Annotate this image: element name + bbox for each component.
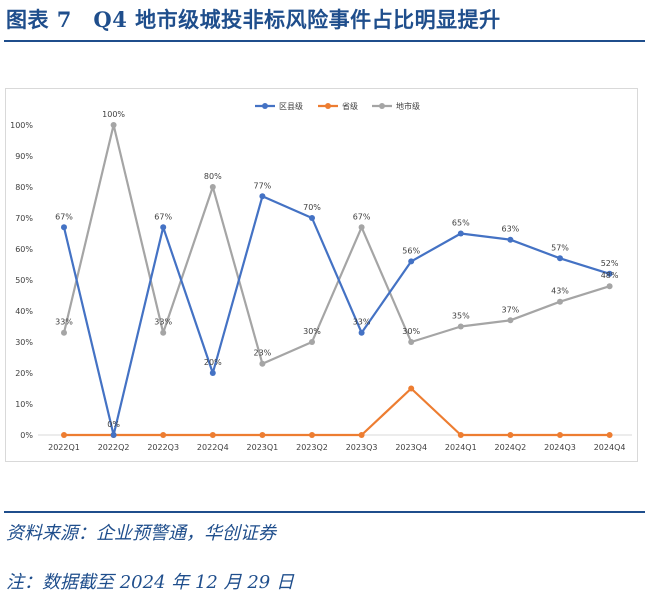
- data-point: [209, 184, 216, 190]
- data-point: [457, 323, 464, 330]
- figure-title: 图表 7 Q4 地市级城投非标风险事件占比明显提升: [6, 7, 501, 32]
- y-tick-label: 90%: [15, 152, 33, 161]
- y-tick-label: 10%: [15, 400, 33, 409]
- legend-marker: [325, 103, 331, 109]
- data-point: [358, 224, 365, 231]
- chart-area: 0% 10% 20% 30% 40% 50% 60% 70% 80% 90% 100% 2022Q1 2…: [5, 88, 638, 462]
- data-point: [507, 317, 514, 324]
- data-label: 30%: [303, 327, 321, 336]
- y-tick-label: 70%: [15, 214, 33, 223]
- x-tick-label: 2022Q3: [147, 443, 179, 452]
- data-point: [259, 193, 266, 200]
- data-label: 57%: [551, 243, 569, 252]
- series-line-0: [62, 195, 610, 437]
- data-label: 52%: [601, 259, 619, 268]
- y-tick-label: 80%: [15, 183, 33, 192]
- y-tick-label: 30%: [15, 338, 33, 347]
- data-point: [61, 432, 67, 438]
- data-label: 65%: [452, 219, 470, 228]
- legend-label: 省级: [342, 101, 358, 111]
- data-label: 20%: [204, 358, 222, 367]
- data-point: [309, 215, 315, 221]
- data-point: [457, 432, 464, 438]
- x-tick-label: 2024Q4: [594, 443, 626, 452]
- footer-rule: [4, 511, 645, 513]
- series-line-1: [64, 387, 610, 437]
- data-point: [259, 432, 266, 438]
- data-point: [61, 224, 67, 231]
- x-tick-label: 2024Q3: [544, 443, 576, 452]
- data-point: [408, 385, 415, 392]
- data-point: [160, 329, 167, 336]
- data-point: [160, 432, 167, 438]
- y-tick-label: 20%: [15, 369, 33, 378]
- data-label: 67%: [154, 212, 172, 221]
- data-point: [61, 329, 67, 336]
- data-point: [309, 432, 315, 438]
- data-label: 33%: [353, 318, 371, 327]
- legend-marker: [262, 103, 268, 109]
- data-label: 30%: [402, 327, 420, 336]
- data-label: 43%: [551, 287, 569, 296]
- data-point: [606, 283, 613, 290]
- data-point: [557, 298, 563, 305]
- data-label: 56%: [402, 246, 420, 255]
- y-tick-label: 100%: [10, 121, 33, 130]
- y-tick-label: 60%: [15, 245, 33, 254]
- data-point: [408, 258, 415, 265]
- data-point: [507, 236, 514, 243]
- x-tick-label: 2023Q2: [296, 443, 328, 452]
- data-point: [160, 224, 167, 231]
- legend-label: 地市级: [396, 101, 420, 111]
- data-label: 67%: [353, 212, 371, 221]
- x-tick-label: 2023Q3: [346, 443, 378, 452]
- y-tick-label: 40%: [15, 307, 33, 316]
- data-label: 33%: [55, 318, 73, 327]
- legend-marker: [379, 103, 385, 109]
- x-tick-label: 2022Q4: [197, 443, 229, 452]
- x-tick-label: 2024Q2: [495, 443, 527, 452]
- data-point: [259, 360, 266, 367]
- y-tick-label: 0%: [20, 431, 33, 440]
- data-label: 70%: [303, 203, 321, 212]
- date-note: 注：数据截至 2024 年 12 月 29 日: [6, 572, 294, 593]
- data-point: [606, 432, 613, 438]
- data-point: [557, 432, 563, 438]
- data-point: [110, 122, 117, 128]
- data-point: [209, 370, 216, 376]
- data-point: [457, 230, 464, 237]
- data-label: 100%: [102, 110, 125, 119]
- data-point: [408, 339, 415, 345]
- x-tick-label: 2024Q1: [445, 443, 477, 452]
- title-rule: [4, 40, 645, 42]
- x-tick-label: 2023Q4: [395, 443, 427, 452]
- data-label: 37%: [502, 305, 520, 314]
- data-label: 23%: [254, 349, 272, 358]
- data-point: [309, 339, 315, 345]
- data-point: [358, 432, 365, 438]
- x-tick-label: 2022Q1: [48, 443, 80, 452]
- data-label: 0%: [107, 420, 120, 429]
- data-point: [557, 255, 563, 262]
- line-chart: 0% 10% 20% 30% 40% 50% 60% 70% 80% 90% 100% 2022Q1 2…: [10, 101, 632, 452]
- data-label: 80%: [204, 172, 222, 181]
- data-point: [606, 270, 613, 277]
- x-tick-label: 2023Q1: [247, 443, 279, 452]
- data-label: 35%: [452, 312, 470, 321]
- data-point: [110, 432, 117, 438]
- data-label: 67%: [55, 212, 73, 221]
- data-label: 33%: [154, 318, 172, 327]
- x-tick-label: 2022Q2: [98, 443, 130, 452]
- series-line-2: [62, 123, 610, 365]
- legend-label: 区县级: [279, 101, 303, 111]
- data-point: [358, 329, 365, 336]
- data-label: 77%: [254, 181, 272, 190]
- data-point: [209, 432, 216, 438]
- y-tick-label: 50%: [15, 276, 33, 285]
- source-note: 资料来源：企业预警通，华创证券: [6, 523, 276, 544]
- data-label: 63%: [502, 225, 520, 234]
- data-point: [507, 432, 514, 438]
- data-label: 48%: [601, 271, 619, 280]
